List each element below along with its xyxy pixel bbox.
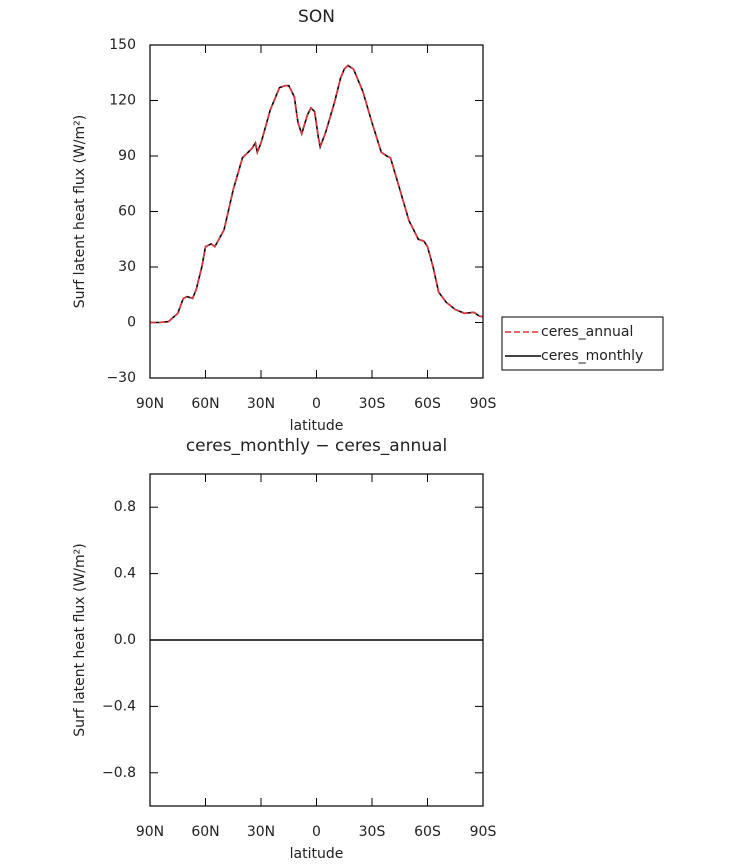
chart-title: SON — [298, 7, 335, 27]
data-line — [150, 64, 484, 324]
x-tick-label: 30S — [359, 396, 386, 412]
y-tick-label: 0.0 — [114, 632, 136, 648]
y-tick-label: −0.4 — [102, 698, 136, 714]
y-tick-label: 120 — [109, 93, 136, 109]
chart-title: ceres_monthly − ceres_annual — [186, 436, 447, 456]
legend-label: ceres_annual — [541, 324, 633, 340]
plot-frame — [149, 473, 484, 807]
y-tick-label: −30 — [106, 370, 136, 386]
x-tick-label: 60S — [414, 396, 441, 412]
y-tick-label: 0 — [127, 315, 136, 331]
data-line — [150, 64, 484, 324]
x-tick-label: 90S — [470, 824, 497, 840]
x-tick-label: 60N — [191, 824, 219, 840]
x-tick-label: 90N — [136, 824, 164, 840]
legend-box — [501, 316, 664, 371]
x-tick-label: 0 — [312, 396, 321, 412]
x-axis-label: latitude — [290, 418, 344, 434]
y-tick-label: 30 — [118, 259, 136, 275]
y-axis-label: Surf latent heat flux (W/m²) — [72, 115, 88, 308]
x-tick-label: 60S — [414, 824, 441, 840]
y-tick-label: 60 — [118, 204, 136, 220]
x-tick-label: 30S — [359, 824, 386, 840]
y-tick-label: 90 — [118, 148, 136, 164]
x-tick-label: 90N — [136, 396, 164, 412]
x-axis-label: latitude — [290, 846, 344, 862]
y-tick-label: 0.8 — [114, 499, 136, 515]
plot-frame — [149, 44, 484, 379]
x-tick-label: 90S — [470, 396, 497, 412]
x-tick-label: 30N — [247, 824, 275, 840]
y-tick-label: 150 — [109, 37, 136, 53]
x-tick-label: 60N — [191, 396, 219, 412]
x-tick-label: 30N — [247, 396, 275, 412]
y-tick-label: 0.4 — [114, 566, 136, 582]
y-axis-label: Surf latent heat flux (W/m²) — [72, 543, 88, 736]
legend-label: ceres_monthly — [541, 348, 643, 364]
x-tick-label: 0 — [312, 824, 321, 840]
y-tick-label: −0.8 — [102, 765, 136, 781]
